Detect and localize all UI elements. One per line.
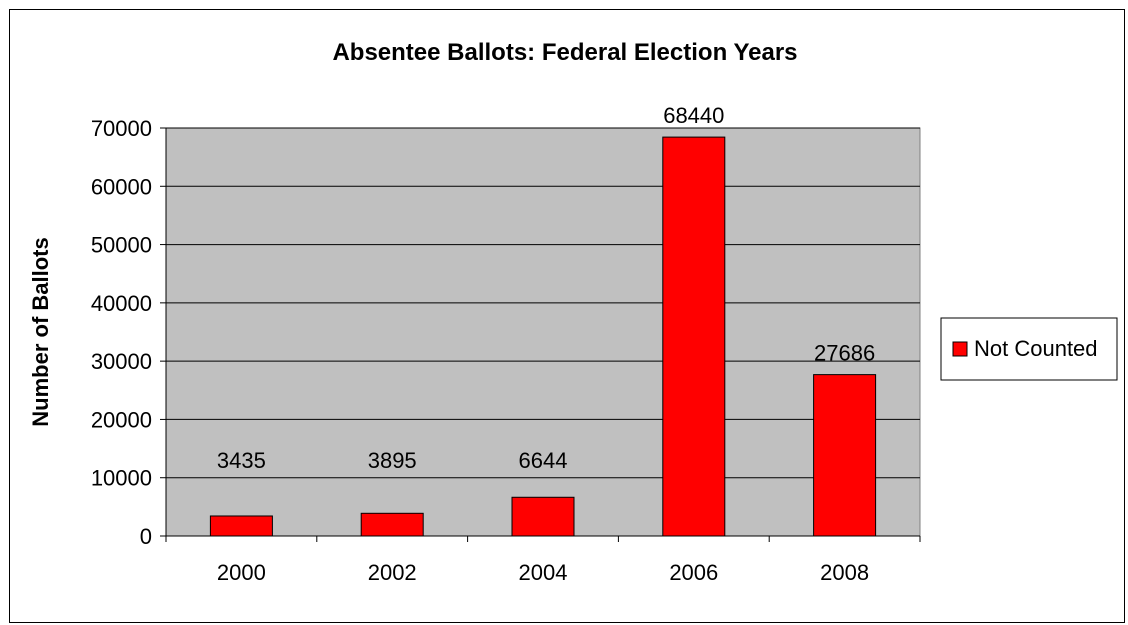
legend-swatch	[952, 341, 968, 357]
bar-2004	[511, 496, 575, 537]
x-tick-label-2002: 2002	[368, 560, 417, 585]
legend-label: Not Counted	[974, 336, 1098, 361]
bar-2008	[813, 374, 877, 537]
y-tick-label: 20000	[91, 407, 152, 432]
x-axis-ticks: 2000 2002 2004 2006 2008	[165, 536, 921, 585]
data-labels: 3435 3895 6644 68440 27686	[217, 103, 875, 473]
legend-box	[940, 317, 1118, 381]
data-label-2002: 3895	[368, 448, 417, 473]
y-axis-ticks: 0 10000 20000 30000 40000 50000 60000 70000	[91, 116, 166, 549]
legend: Not Counted	[940, 317, 1118, 381]
bars	[209, 136, 877, 537]
gridlines	[166, 127, 920, 479]
y-tick-label: 0	[140, 524, 152, 549]
x-tick-label-2000: 2000	[217, 560, 266, 585]
chart-title: Absentee Ballots: Federal Election Years	[332, 39, 797, 66]
y-tick-label: 50000	[91, 233, 152, 258]
data-label-2004: 6644	[519, 448, 568, 473]
x-tick-label-2006: 2006	[669, 560, 718, 585]
bar-2006	[662, 136, 726, 537]
bar-2002	[360, 512, 424, 537]
y-tick-label: 70000	[91, 116, 152, 141]
data-label-2000: 3435	[217, 448, 266, 473]
y-tick-label: 60000	[91, 174, 152, 199]
y-axis-title: Number of Ballots	[28, 237, 53, 426]
y-tick-label: 30000	[91, 349, 152, 374]
x-tick-label-2008: 2008	[820, 560, 869, 585]
data-label-2006: 68440	[663, 103, 724, 128]
y-tick-label: 10000	[91, 466, 152, 491]
plot-area	[165, 127, 921, 537]
x-tick-label-2004: 2004	[519, 560, 568, 585]
y-tick-label: 40000	[91, 291, 152, 316]
data-label-2008: 27686	[814, 341, 875, 366]
bar-2000	[209, 515, 273, 537]
